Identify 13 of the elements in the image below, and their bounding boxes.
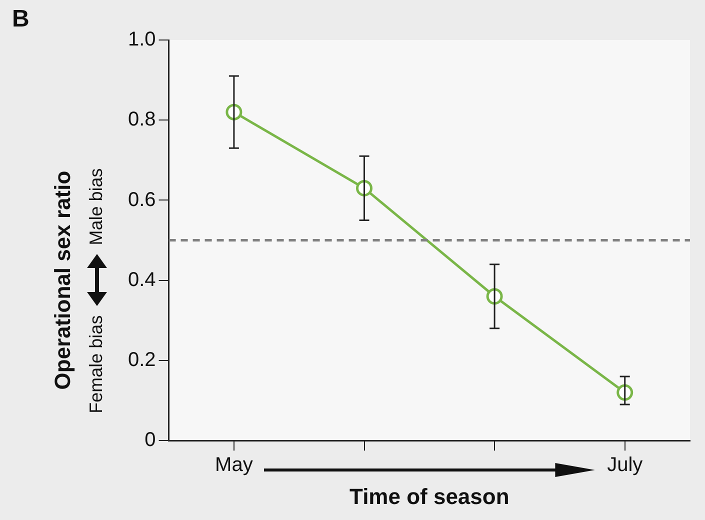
text: Male bias	[86, 168, 106, 246]
text: Female bias	[86, 315, 106, 414]
y-tick-label: 0.2	[128, 348, 156, 371]
x-tick-label: May	[215, 454, 253, 476]
y-tick-label: 0.6	[128, 188, 156, 211]
y-axis-title: Operational sex ratio	[50, 170, 75, 390]
y-tick-label: 0	[144, 429, 156, 452]
y-tick-label: 1.0	[128, 28, 156, 51]
y-tick-label: 0.8	[128, 108, 156, 131]
y-tick-label: 0.4	[128, 268, 156, 291]
chart-title: B	[12, 6, 30, 33]
x-axis-title: Time of season	[350, 484, 510, 509]
x-tick-label: July	[607, 454, 643, 476]
